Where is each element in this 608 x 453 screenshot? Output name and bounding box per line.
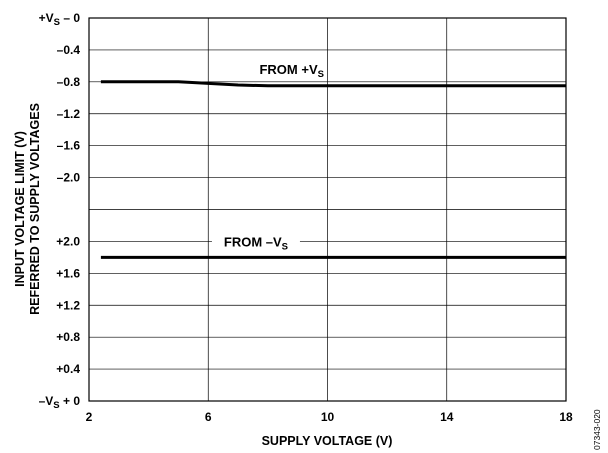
y-tick-label: –0.4	[57, 43, 81, 57]
y-axis-title-line-2: REFERRED TO SUPPLY VOLTAGES	[28, 103, 42, 315]
y-tick-label: +1.6	[56, 266, 80, 280]
x-tick-label: 2	[86, 410, 93, 424]
x-tick-label: 14	[440, 410, 454, 424]
y-ticks-upper: +VS – 0 –0.4 –0.8 –1.2 –1.6 –2.0	[39, 11, 81, 185]
plot-frame	[88, 17, 567, 402]
y-axis-title-line-1: INPUT VOLTAGE LIMIT (V)	[13, 131, 27, 287]
y-tick-label: –1.6	[57, 139, 81, 153]
y-tick-label: –0.8	[57, 75, 81, 89]
series-layer	[100, 80, 566, 259]
series-label-from-minus-vs: FROM –VS	[224, 234, 288, 252]
y-tick-label: –2.0	[57, 171, 81, 185]
x-axis-title: SUPPLY VOLTAGE (V)	[262, 434, 393, 448]
x-tick-label: 10	[321, 410, 335, 424]
y-tick-label: –VS + 0	[39, 394, 81, 411]
x-ticks: 2 6 10 14 18	[86, 410, 573, 424]
y-tick-label: +2.0	[56, 234, 80, 248]
figure-code: 07343-020	[592, 409, 602, 450]
y-tick-label: +0.4	[56, 362, 80, 376]
x-tick-label: 6	[205, 410, 212, 424]
series-label-bg	[211, 232, 300, 249]
series-labels: FROM +VS FROM –VS	[211, 62, 324, 252]
y-tick-label: +0.8	[56, 330, 80, 344]
y-tick-label: +VS – 0	[39, 11, 81, 28]
series-line-from-plus-vs	[100, 80, 566, 88]
y-ticks-lower: +2.0 +1.6 +1.2 +0.8 +0.4 –VS + 0	[39, 234, 81, 411]
grid-lines	[89, 18, 566, 401]
y-tick-label: –1.2	[57, 107, 81, 121]
y-tick-label: +1.2	[56, 298, 80, 312]
x-tick-label: 18	[559, 410, 573, 424]
series-label-from-plus-vs: FROM +VS	[259, 62, 324, 80]
